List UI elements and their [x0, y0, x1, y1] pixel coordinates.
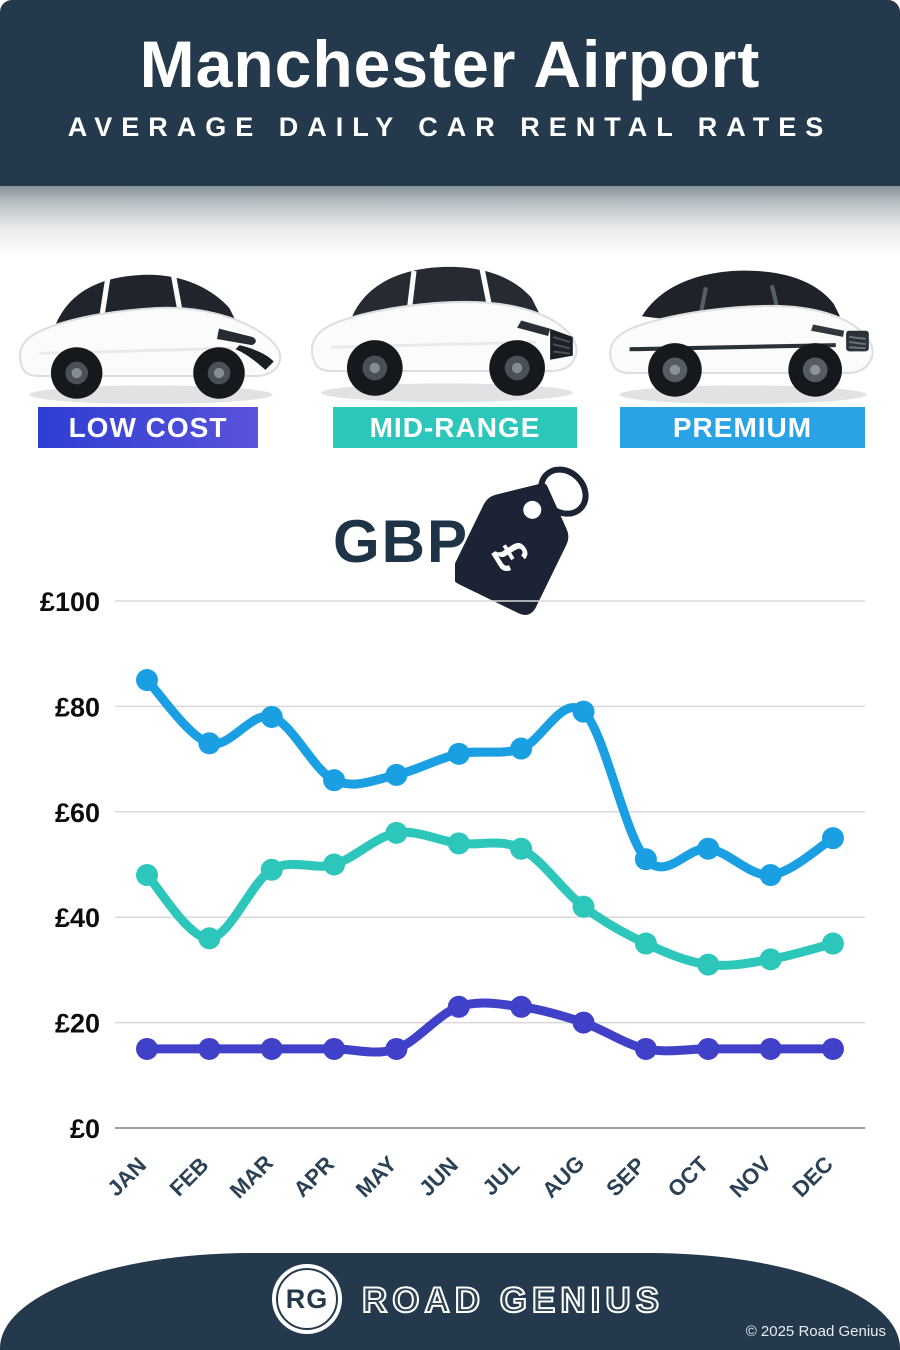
data-point-low-cost	[260, 1037, 283, 1060]
logo-ring: RG	[276, 1268, 338, 1330]
data-point-mid-range	[572, 895, 595, 918]
data-point-low-cost	[510, 995, 533, 1018]
data-point-premium	[198, 732, 221, 755]
y-tick-label: £60	[55, 798, 100, 828]
data-point-premium	[821, 827, 844, 850]
x-tick-label: AUG	[537, 1151, 589, 1203]
series-line-mid-range	[142, 827, 838, 970]
data-point-low-cost	[697, 1037, 720, 1060]
logo-initials: RG	[285, 1283, 329, 1314]
series-line-low-cost	[142, 998, 838, 1057]
low-cost-badge: LOW COST	[38, 407, 258, 448]
data-point-premium	[260, 705, 283, 728]
data-point-mid-range	[260, 858, 283, 881]
mid-range-badge: MID-RANGE	[333, 407, 577, 448]
x-tick-label: MAY	[351, 1151, 402, 1202]
data-point-mid-range	[510, 837, 533, 860]
currency-code-label: GBP	[333, 508, 470, 575]
data-point-low-cost	[323, 1037, 346, 1060]
data-point-premium	[510, 737, 533, 760]
y-tick-label: £20	[55, 1009, 100, 1039]
data-point-low-cost	[759, 1037, 782, 1060]
data-point-low-cost	[821, 1037, 844, 1060]
x-tick-label: APR	[289, 1151, 340, 1202]
data-point-premium	[323, 769, 346, 792]
data-point-mid-range	[447, 832, 470, 855]
data-point-low-cost	[634, 1037, 657, 1060]
data-point-mid-range	[198, 927, 221, 950]
x-tick-label: JAN	[102, 1152, 151, 1201]
data-point-mid-range	[634, 932, 657, 955]
x-tick-label: SEP	[601, 1152, 650, 1201]
rental-rates-chart: £100 £80 £60 £40 £20 £0 JAN FEB MAR APR MAY JUN JUL A…	[0, 560, 900, 1220]
data-point-low-cost	[572, 1011, 595, 1034]
data-point-mid-range	[136, 864, 158, 887]
header: Manchester Airport AVERAGE DAILY CAR REN…	[0, 0, 900, 186]
brand-name: ROAD GENIUS	[361, 1280, 664, 1321]
y-tick-label: £100	[40, 587, 100, 617]
white-suv-car-image	[310, 266, 578, 402]
x-tick-label: FEB	[165, 1152, 214, 1201]
page-subtitle: AVERAGE DAILY CAR RENTAL RATES	[67, 112, 833, 142]
premium-badge: PREMIUM	[620, 407, 865, 448]
x-tick-label: NOV	[725, 1151, 777, 1203]
copyright-text: © 2025 Road Genius	[745, 1323, 886, 1340]
low-cost-badge-label: LOW COST	[68, 411, 228, 443]
mid-range-badge-label: MID-RANGE	[369, 411, 541, 443]
data-point-low-cost	[198, 1037, 221, 1060]
footer: RG ROAD GENIUS © 2025 Road Genius	[0, 1253, 900, 1350]
data-point-mid-range	[385, 821, 408, 844]
price-tag-icon: £	[455, 466, 589, 615]
data-point-premium	[634, 848, 657, 871]
x-tick-label: MAR	[225, 1150, 278, 1203]
data-point-mid-range	[697, 953, 720, 976]
road-genius-logo: RG	[272, 1264, 342, 1334]
data-point-premium	[136, 669, 158, 692]
data-point-premium	[697, 837, 720, 860]
data-point-premium	[385, 763, 408, 786]
data-point-low-cost	[136, 1037, 158, 1060]
data-point-low-cost	[447, 995, 470, 1018]
data-point-premium	[572, 700, 595, 723]
data-point-premium	[759, 864, 782, 887]
x-tick-label: OCT	[663, 1151, 714, 1202]
y-tick-label: £40	[55, 903, 100, 933]
page-title: Manchester Airport	[139, 27, 761, 101]
data-point-mid-range	[323, 853, 346, 876]
data-point-mid-range	[759, 948, 782, 971]
premium-badge-label: PREMIUM	[672, 411, 813, 443]
x-tick-label: JUN	[414, 1152, 463, 1201]
x-tick-label: JUL	[477, 1153, 524, 1200]
white-luxury-suv-car-image	[609, 270, 874, 404]
silver-floor-gradient	[0, 186, 900, 256]
x-tick-label: DEC	[787, 1151, 838, 1202]
data-point-mid-range	[821, 932, 844, 955]
data-point-low-cost	[385, 1037, 408, 1060]
y-tick-label: £80	[55, 692, 100, 722]
white-hatchback-car-image	[19, 274, 282, 404]
data-point-premium	[447, 742, 470, 765]
y-tick-label: £0	[70, 1114, 100, 1144]
